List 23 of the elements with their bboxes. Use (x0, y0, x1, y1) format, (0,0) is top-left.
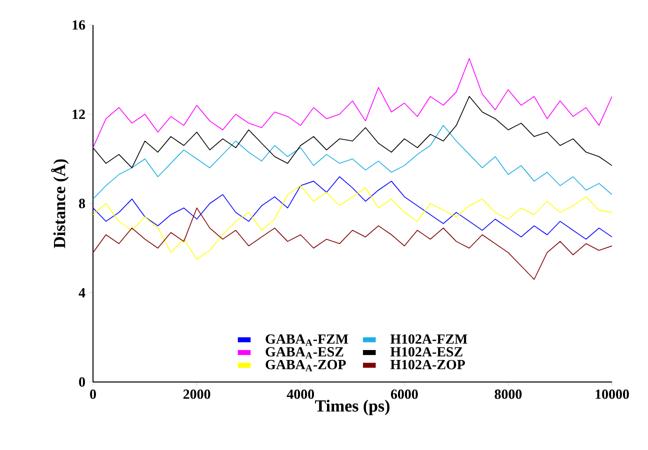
y-axis-title: Distance (Å) (51, 159, 69, 248)
line-series (93, 125, 612, 200)
x-tick-label: 4000 (286, 390, 314, 399)
x-axis-title: Times (ps) (315, 400, 390, 416)
x-tick-label: 10000 (596, 390, 629, 399)
x-tick-label: 6000 (390, 390, 418, 399)
y-tick-label: 4 (78, 288, 86, 298)
y-tick-label: 8 (78, 198, 86, 208)
y-tick-label: 16 (72, 20, 86, 30)
line-series (93, 185, 612, 260)
y-tick-label: 0 (79, 377, 85, 387)
line-series (93, 58, 612, 148)
x-tick-label: 0 (90, 390, 96, 399)
legend-label: GABA$_{A}$-FZM (266, 334, 348, 346)
x-tick-label: 2000 (183, 390, 210, 399)
y-tick-label: 12 (72, 110, 85, 119)
line-series (93, 208, 612, 280)
legend-label: H102A-FZM (390, 334, 468, 344)
legend-label: GABA$_{A}$-ZOP (266, 360, 346, 372)
x-tick-label: 8000 (494, 390, 522, 399)
legend-label: H102A-ZOP (390, 360, 465, 370)
legend-label: GABA$_{A}$-ESZ (266, 347, 344, 359)
legend-label: H102A-ESZ (390, 347, 462, 357)
